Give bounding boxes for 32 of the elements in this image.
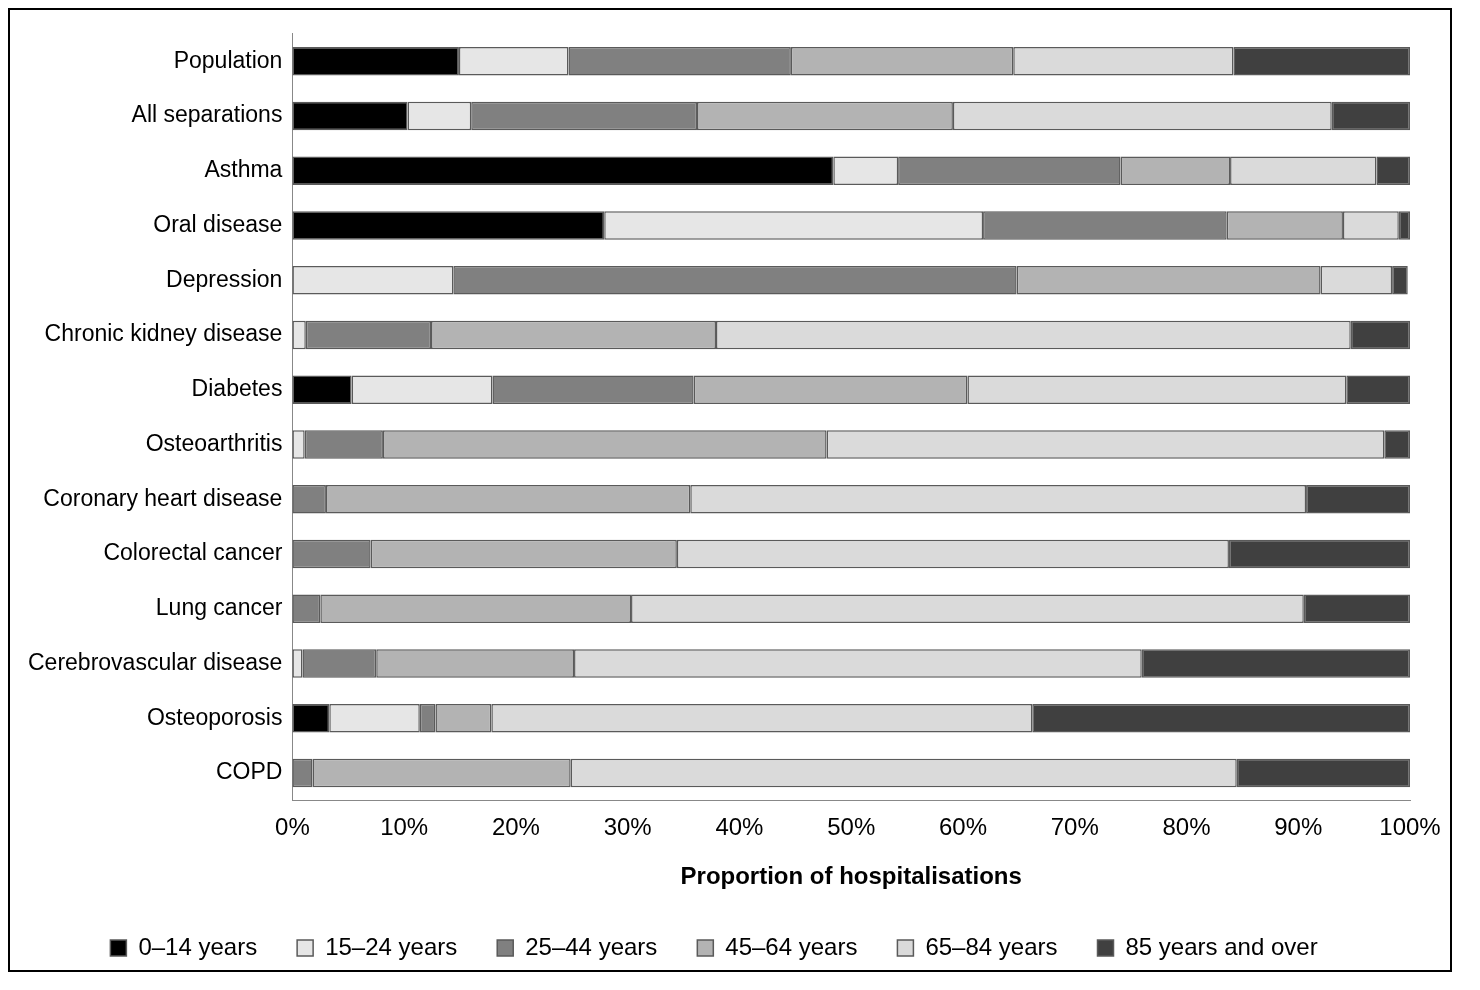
y-tick-label: All separations <box>131 101 283 128</box>
x-tick-label: 90% <box>1274 813 1323 841</box>
y-tick-label: Cerebrovascular disease <box>28 648 283 675</box>
y-tick-label: Diabetes <box>191 375 283 402</box>
x-tick-label: 10% <box>380 813 429 841</box>
x-tick-label: 60% <box>938 813 987 841</box>
y-tick-label: Population <box>173 46 283 73</box>
x-axis-title: Proportion of hospitalisations <box>680 862 1022 890</box>
y-tick-label: Asthma <box>204 156 283 183</box>
y-tick-label: Lung cancer <box>155 594 283 621</box>
x-tick-label: 80% <box>1162 813 1211 841</box>
y-tick-label: Oral disease <box>153 210 283 237</box>
x-tick-label: 40% <box>715 813 764 841</box>
y-tick-label: COPD <box>215 758 283 785</box>
legend-label: 15–24 years <box>325 932 458 960</box>
legend-label: 45–64 years <box>725 932 858 960</box>
x-tick-label: 70% <box>1050 813 1099 841</box>
y-tick-label: Chronic kidney disease <box>44 320 283 347</box>
y-tick-label: Depression <box>166 265 283 292</box>
x-tick-label: 50% <box>827 813 876 841</box>
x-tick-label: 20% <box>491 813 540 841</box>
legend-label: 85 years and over <box>1125 932 1318 960</box>
y-tick-label: Osteoarthritis <box>145 429 283 456</box>
legend-label: 25–44 years <box>525 932 658 960</box>
y-tick-label: Colorectal cancer <box>103 539 283 566</box>
x-tick-label: 0% <box>275 813 310 841</box>
legend-label: 65–84 years <box>925 932 1058 960</box>
y-tick-label: Osteoporosis <box>146 703 283 730</box>
x-tick-label: 100% <box>1379 813 1441 841</box>
x-tick-label: 30% <box>603 813 652 841</box>
legend-label: 0–14 years <box>138 932 258 960</box>
y-tick-label: Coronary heart disease <box>43 484 283 511</box>
